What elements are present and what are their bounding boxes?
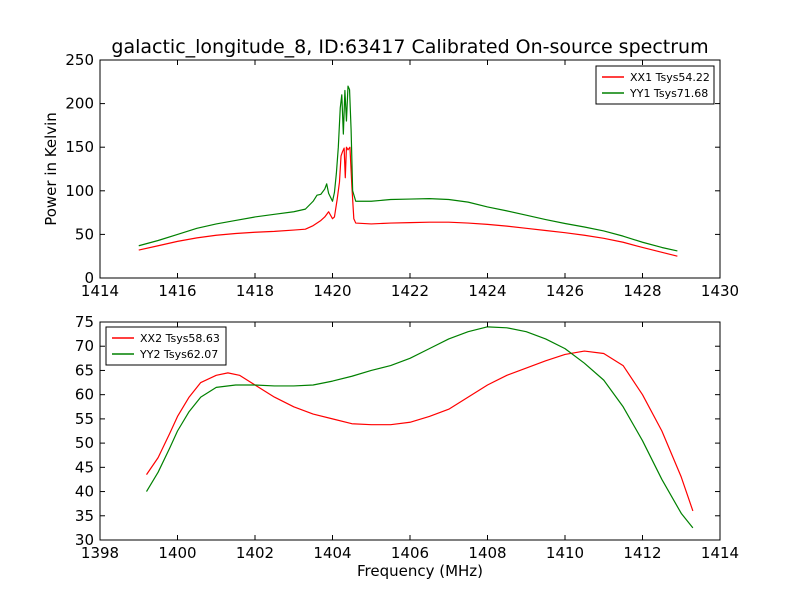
- bottom-panel: 1398 1400 1402 1404 1406 1408 1410 1412 1414 30 35…: [75, 313, 739, 580]
- x-tick-label: 1424: [468, 282, 506, 300]
- series-line-xx2: [146, 350, 694, 512]
- x-tick-label: 1410: [546, 544, 584, 562]
- legend-box: [595, 65, 715, 105]
- x-tick-label: 1404: [313, 544, 351, 562]
- y-tick-label: 0: [84, 269, 94, 287]
- y-axis-label: Power in Kelvin: [42, 112, 60, 226]
- x-tick-label: 1426: [546, 282, 584, 300]
- y-tick-label: 50: [75, 434, 94, 452]
- y-tick-label: 30: [75, 531, 94, 549]
- y-tick-label: 35: [75, 507, 94, 525]
- x-tick-label: 1430: [701, 282, 739, 300]
- y-tick-label: 70: [75, 337, 94, 355]
- x-axis-label: Frequency (MHz): [357, 562, 483, 580]
- x-tick-label: 1406: [391, 544, 429, 562]
- y-tick-label: 150: [65, 138, 94, 156]
- legend-label: YY1 Tsys71.68: [629, 87, 708, 100]
- x-tick-label: 1408: [468, 544, 506, 562]
- y-tick-label: 250: [65, 51, 94, 69]
- y-tick-label: 100: [65, 182, 94, 200]
- y-tick-label: 55: [75, 410, 94, 428]
- x-tick-label: 1428: [623, 282, 661, 300]
- series-line-yy2: [145, 326, 694, 529]
- x-tick-label: 1412: [623, 544, 661, 562]
- x-tick-label: 1416: [158, 282, 196, 300]
- y-tick-label: 75: [75, 313, 94, 331]
- top-panel: 1414 1416 1418 1420 1422 1424 1426 1428 1430 0 50 1…: [42, 51, 739, 300]
- x-tick-label: 1422: [391, 282, 429, 300]
- legend: XX2 Tsys58.63 YY2 Tsys62.07: [105, 326, 227, 366]
- figure-title: galactic_longitude_8, ID:63417 Calibrate…: [111, 36, 708, 58]
- legend-label: YY2 Tsys62.07: [139, 348, 218, 361]
- legend-box: [105, 326, 227, 366]
- series-line-yy1: [138, 85, 678, 252]
- x-tick-label: 1418: [236, 282, 274, 300]
- legend-label: XX1 Tsys54.22: [630, 71, 710, 84]
- legend: XX1 Tsys54.22 YY1 Tsys71.68: [595, 65, 715, 105]
- x-tick-label: 1420: [313, 282, 351, 300]
- y-tick-label: 50: [75, 225, 94, 243]
- y-tick-label: 200: [65, 95, 94, 113]
- x-tick-label: 1402: [236, 544, 274, 562]
- series-line-xx1: [138, 146, 678, 257]
- x-tick-label: 1414: [701, 544, 739, 562]
- x-tick-label: 1414: [81, 282, 119, 300]
- y-tick-label: 65: [75, 361, 94, 379]
- y-tick-label: 40: [75, 483, 94, 501]
- legend-label: XX2 Tsys58.63: [140, 332, 220, 345]
- x-tick-label: 1398: [81, 544, 119, 562]
- y-tick-label: 60: [75, 386, 94, 404]
- x-tick-label: 1400: [158, 544, 196, 562]
- y-tick-label: 45: [75, 458, 94, 476]
